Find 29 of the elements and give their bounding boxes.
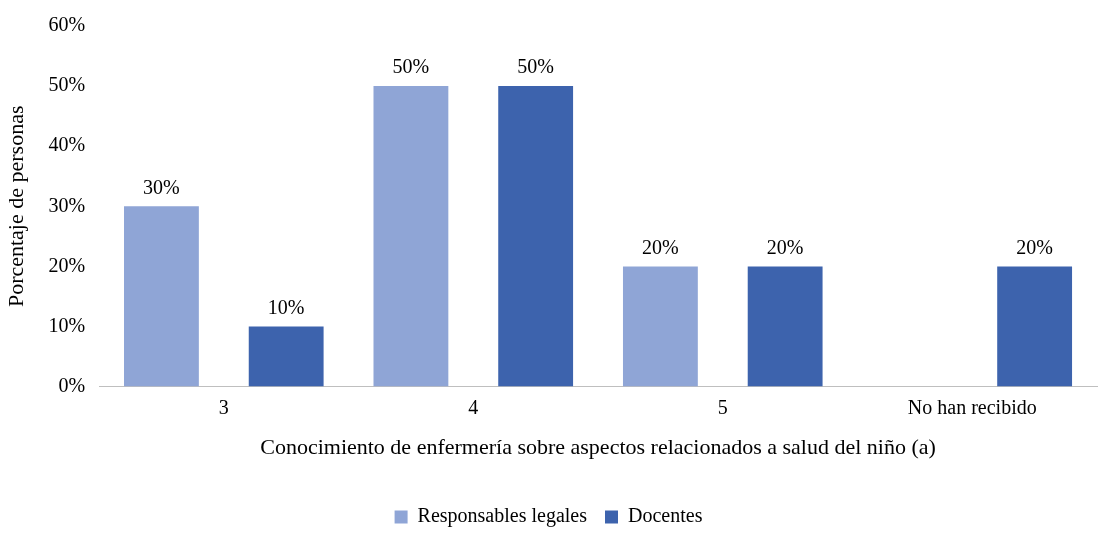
y-tick-label: 30% [48, 193, 86, 216]
data-label: 20% [766, 235, 804, 258]
data-label: 30% [143, 175, 180, 198]
data-label: 20% [642, 235, 679, 258]
y-tick-label: 40% [48, 133, 86, 156]
x-tick-label: 3 [218, 395, 229, 418]
y-tick-label: 20% [48, 253, 86, 276]
bar [373, 86, 449, 387]
bar [498, 86, 574, 387]
y-tick-label: 50% [48, 73, 86, 96]
bar [622, 266, 698, 387]
y-tick-label: 10% [48, 313, 86, 336]
x-tick-label: 5 [717, 395, 728, 418]
bar [248, 326, 324, 387]
y-axis-title: Porcentaje de personas [2, 105, 28, 308]
data-label: 10% [267, 295, 305, 318]
y-tick-label: 0% [58, 373, 86, 396]
x-tick-label: No han recibido [907, 395, 1037, 418]
data-label: 50% [392, 55, 430, 78]
legend-label: Responsables legales [417, 504, 588, 528]
data-label: 20% [1016, 235, 1053, 258]
bar [997, 266, 1073, 387]
bar [747, 266, 823, 387]
data-label: 50% [517, 55, 554, 78]
legend-label: Docentes [628, 504, 703, 527]
x-axis-title: Conocimiento de enfermería sobre aspectos relacionados a salud del niño (a) [260, 433, 936, 459]
x-tick-label: 4 [468, 395, 479, 418]
y-tick-label: 60% [48, 13, 86, 36]
bar [124, 206, 199, 387]
